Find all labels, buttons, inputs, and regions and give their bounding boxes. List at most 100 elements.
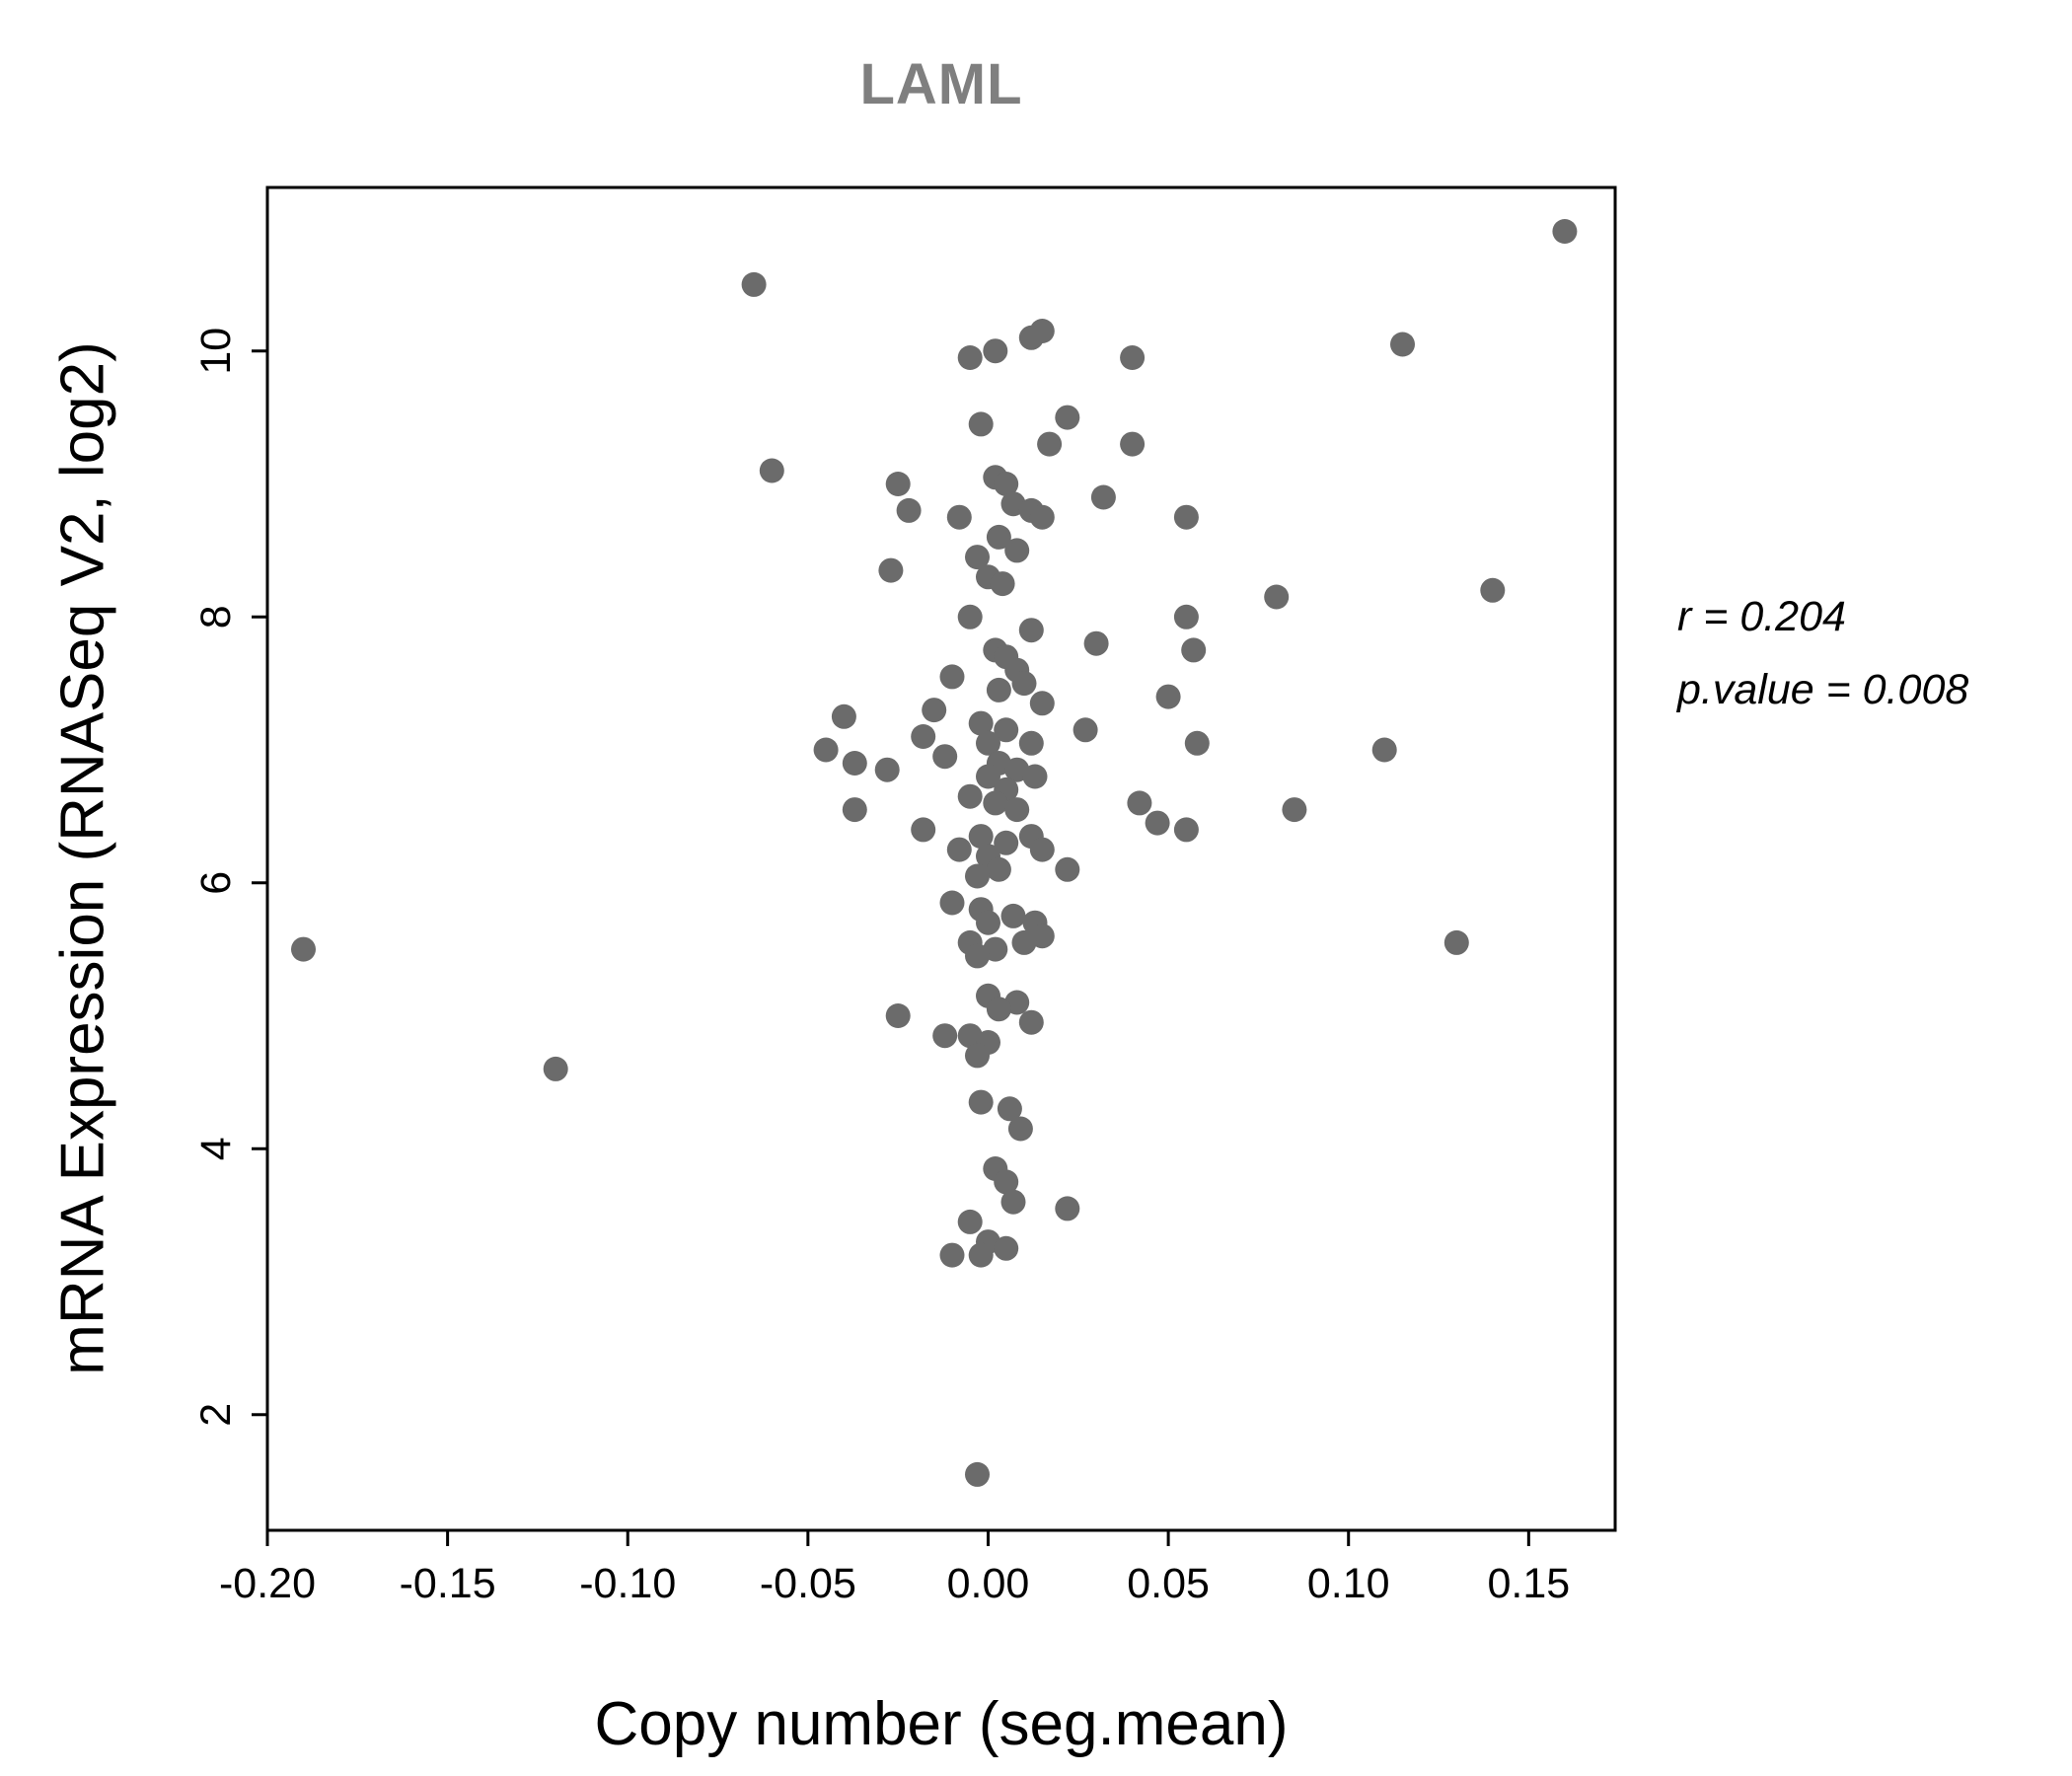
data-point (1184, 730, 1210, 756)
x-tick-label: -0.15 (400, 1560, 496, 1607)
data-point (994, 1235, 1019, 1261)
data-point (885, 472, 911, 496)
data-point (957, 783, 983, 809)
data-point (1155, 684, 1181, 709)
y-tick-label: 6 (192, 871, 240, 895)
chart-title: LAML (859, 52, 1023, 116)
data-point (922, 698, 947, 723)
y-tick-label: 10 (192, 328, 240, 375)
data-point (885, 1003, 911, 1028)
data-point (1022, 764, 1048, 789)
data-point (878, 557, 904, 583)
data-point (1029, 504, 1055, 530)
data-point (1552, 219, 1578, 244)
data-point (1282, 797, 1307, 823)
data-point (932, 1023, 958, 1049)
data-point (994, 717, 1019, 743)
data-point (965, 863, 990, 889)
data-point (842, 751, 867, 776)
data-point (896, 497, 922, 523)
data-point (543, 1056, 568, 1081)
data-point (1029, 319, 1055, 343)
data-point (986, 677, 1011, 703)
x-tick-label: 0.15 (1487, 1560, 1570, 1607)
x-tick-label: -0.05 (760, 1560, 856, 1607)
data-point (1480, 577, 1506, 603)
data-point (1000, 903, 1026, 928)
data-point (968, 1242, 994, 1268)
x-tick-label: -0.10 (579, 1560, 676, 1607)
data-point (1055, 856, 1080, 882)
data-point (994, 1169, 1019, 1195)
data-point (1018, 730, 1044, 756)
data-point (957, 1209, 983, 1234)
data-point (946, 837, 972, 862)
data-point (968, 710, 994, 736)
data-point (1000, 1189, 1026, 1215)
data-point (1004, 538, 1030, 563)
correlation-annotation: r = 0.204 p.value = 0.008 (1677, 580, 1968, 726)
y-tick-label: 2 (192, 1403, 240, 1427)
data-point (1055, 405, 1080, 430)
data-point (1181, 637, 1207, 663)
data-point (983, 338, 1008, 364)
data-point (990, 571, 1015, 597)
data-point (939, 1242, 965, 1268)
data-point (1055, 1196, 1080, 1221)
data-point (976, 764, 1000, 789)
data-point (994, 472, 1019, 496)
data-point (965, 545, 990, 570)
data-point (1390, 332, 1415, 357)
x-tick-label: 0.05 (1127, 1560, 1210, 1607)
plot-border (265, 185, 1617, 1532)
data-point (911, 817, 936, 843)
data-point (994, 830, 1019, 855)
data-point (831, 703, 856, 729)
data-point (1029, 691, 1055, 716)
data-point (842, 797, 867, 823)
data-point (1073, 717, 1098, 743)
data-point (1173, 604, 1199, 629)
data-point (1004, 797, 1030, 823)
data-point (968, 411, 994, 437)
data-point (986, 997, 1011, 1022)
y-tick-label: 4 (192, 1137, 240, 1160)
data-point (986, 856, 1011, 882)
data-point (976, 730, 1000, 756)
data-point (1264, 584, 1290, 610)
data-point (911, 724, 936, 749)
data-point (976, 910, 1000, 935)
data-point (1173, 817, 1199, 843)
data-point (965, 1043, 990, 1069)
data-point (1007, 1116, 1033, 1142)
data-point (1011, 671, 1037, 697)
data-point (741, 271, 767, 297)
data-point (1029, 837, 1055, 862)
data-point (874, 757, 900, 782)
data-point (965, 943, 990, 969)
y-tick-label: 8 (192, 605, 240, 629)
data-point (965, 1461, 990, 1487)
data-point (1090, 484, 1116, 510)
x-tick-label: -0.20 (219, 1560, 316, 1607)
data-point (932, 744, 958, 770)
data-point (986, 524, 1011, 550)
data-point (939, 664, 965, 690)
data-point (1443, 929, 1469, 955)
x-axis-label: Copy number (seg.mean) (594, 1690, 1289, 1758)
x-tick-label: 0.10 (1307, 1560, 1390, 1607)
data-point (968, 1089, 994, 1115)
data-point (946, 504, 972, 530)
data-point (1145, 810, 1170, 836)
data-point (291, 936, 316, 962)
data-point (968, 824, 994, 850)
r-value-text: r = 0.204 (1677, 593, 1846, 640)
x-tick-label: 0.00 (947, 1560, 1030, 1607)
data-point (1127, 790, 1152, 816)
data-point (1371, 737, 1397, 763)
data-point (1083, 630, 1109, 656)
data-point (1011, 929, 1037, 955)
data-point (939, 890, 965, 916)
